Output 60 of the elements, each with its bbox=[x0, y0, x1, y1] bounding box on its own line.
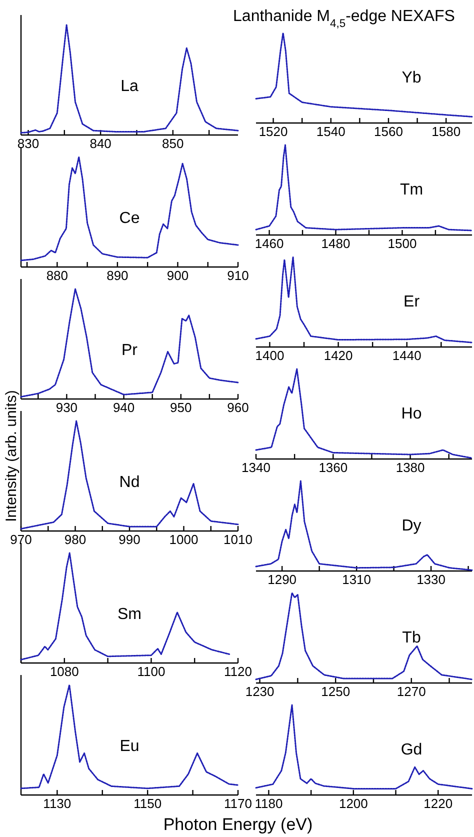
series-label: Pr bbox=[122, 342, 138, 359]
series-label: Dy bbox=[402, 518, 422, 534]
x-tick-label: 980 bbox=[64, 532, 86, 548]
x-tick-label: 950 bbox=[170, 400, 192, 416]
x-tick-label: 840 bbox=[90, 136, 112, 152]
text: La bbox=[120, 78, 138, 95]
x-tick-label: 1400 bbox=[255, 348, 284, 364]
x-tick-label: 1540 bbox=[316, 124, 346, 140]
x-tick-label: 1500 bbox=[388, 236, 417, 252]
x-tick-label: 1580 bbox=[432, 124, 461, 140]
x-tick-label: 1130 bbox=[43, 796, 72, 812]
x-tick-label: 1270 bbox=[396, 684, 426, 700]
x-tick-label: 1250 bbox=[321, 684, 350, 700]
x-tick-label: 1560 bbox=[374, 124, 403, 140]
x-tick-label: 1290 bbox=[268, 572, 297, 588]
x-tick-label: 970 bbox=[10, 532, 32, 548]
series-label: Tb bbox=[402, 630, 421, 646]
x-tick-label: 1120 bbox=[224, 664, 252, 680]
series-label: Nd bbox=[119, 474, 140, 491]
x-tick-label: 960 bbox=[227, 400, 249, 416]
x-tick-label: 1310 bbox=[342, 572, 372, 588]
x-tick-label: 1180 bbox=[254, 796, 283, 812]
x-tick-label: 1230 bbox=[245, 684, 274, 700]
x-tick-label: 1150 bbox=[134, 796, 162, 812]
chart-title: Lanthanide M$_{4,5}$-edge NEXAFS bbox=[233, 8, 455, 30]
series-label: Eu bbox=[120, 738, 140, 755]
x-tick-label: 1460 bbox=[254, 236, 284, 252]
x-tick-label: 940 bbox=[112, 400, 135, 416]
series-label: Ho bbox=[401, 406, 422, 422]
series-label: Tm bbox=[400, 182, 424, 198]
x-tick-label: 1100 bbox=[137, 664, 166, 680]
x-tick-label: 930 bbox=[56, 400, 78, 416]
x-tick-label: 1520 bbox=[258, 124, 288, 140]
x-tick-label: 1010 bbox=[224, 532, 252, 548]
x-tick-label: 1440 bbox=[392, 348, 422, 364]
x-tick-label: 1200 bbox=[338, 796, 368, 812]
series-label: Sm bbox=[118, 606, 142, 623]
x-tick-label: 1170 bbox=[224, 796, 252, 812]
x-tick-label: 1220 bbox=[424, 796, 453, 812]
x-tick-label: 1380 bbox=[396, 460, 425, 476]
x-tick-label: 1330 bbox=[416, 572, 446, 588]
x-tick-label: 910 bbox=[227, 268, 249, 284]
x-tick-label: 990 bbox=[118, 532, 140, 548]
x-tick-label: 1000 bbox=[169, 532, 198, 548]
x-tick-label: 1420 bbox=[324, 348, 353, 364]
x-axis-title: Photon Energy (eV) bbox=[163, 815, 313, 834]
x-tick-label: 1080 bbox=[50, 664, 79, 680]
x-tick-label: 850 bbox=[162, 136, 184, 152]
x-tick-label: 830 bbox=[17, 136, 40, 152]
x-tick-label: 880 bbox=[46, 268, 68, 284]
series-label: Er bbox=[404, 294, 420, 310]
series-label: Ce bbox=[119, 210, 140, 227]
x-tick-label: 1360 bbox=[318, 460, 348, 476]
series-label: Yb bbox=[402, 70, 422, 86]
x-tick-label: 1340 bbox=[242, 460, 270, 476]
x-tick-label: 890 bbox=[106, 268, 128, 284]
y-axis-title: Intensity (arb. units) bbox=[2, 390, 20, 522]
x-tick-label: 900 bbox=[166, 268, 189, 284]
x-tick-label: 1480 bbox=[321, 236, 350, 252]
series-label: Gd bbox=[400, 742, 422, 758]
